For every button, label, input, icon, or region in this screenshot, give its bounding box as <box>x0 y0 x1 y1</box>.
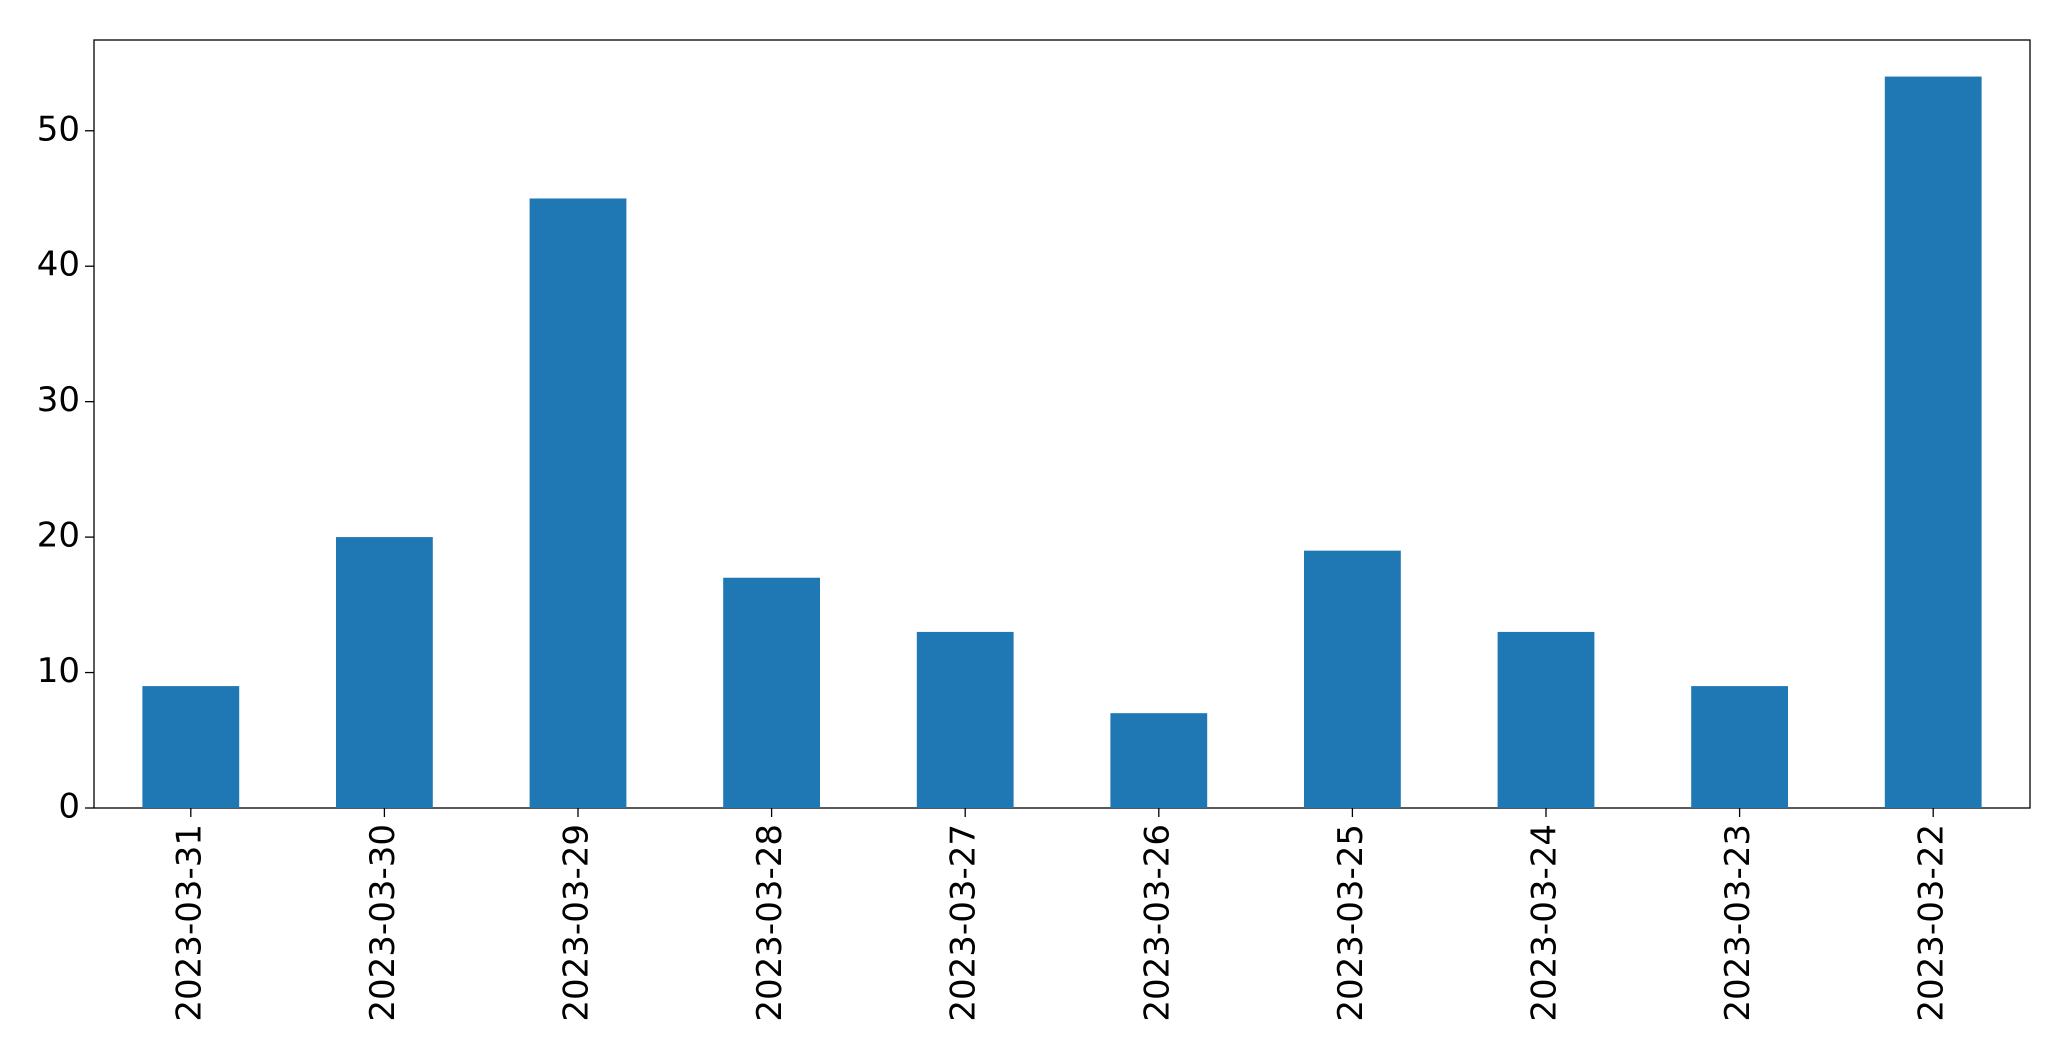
plot-frame <box>93 39 2031 809</box>
y-tick-label: 0 <box>58 787 80 827</box>
x-tick-label: 2023-03-27 <box>944 824 984 1022</box>
bar <box>1304 550 1401 808</box>
x-tick-label: 2023-03-25 <box>1331 824 1371 1022</box>
bar <box>1110 713 1208 808</box>
x-tick-label: 2023-03-31 <box>169 824 209 1022</box>
y-tick-label: 20 <box>37 516 80 556</box>
y-tick-label: 50 <box>37 109 80 149</box>
bar <box>336 537 433 808</box>
bar <box>1691 686 1788 808</box>
x-tick-label: 2023-03-29 <box>557 824 597 1022</box>
y-tick-label: 40 <box>37 245 80 285</box>
x-tick-label: 2023-03-28 <box>750 824 790 1022</box>
x-tick-label: 2023-03-26 <box>1137 824 1177 1022</box>
bar <box>916 631 1014 808</box>
bar <box>1884 76 1982 809</box>
bar <box>529 198 627 808</box>
x-tick-label: 2023-03-30 <box>363 824 403 1022</box>
x-tick-label: 2023-03-24 <box>1525 824 1565 1022</box>
x-tick-label: 2023-03-23 <box>1718 824 1758 1022</box>
y-tick-label: 30 <box>37 380 80 420</box>
bar <box>1497 631 1595 808</box>
x-tick-label: 2023-03-22 <box>1912 824 1952 1022</box>
bar <box>723 577 820 808</box>
bar <box>142 686 240 808</box>
y-tick-label: 10 <box>37 651 80 691</box>
